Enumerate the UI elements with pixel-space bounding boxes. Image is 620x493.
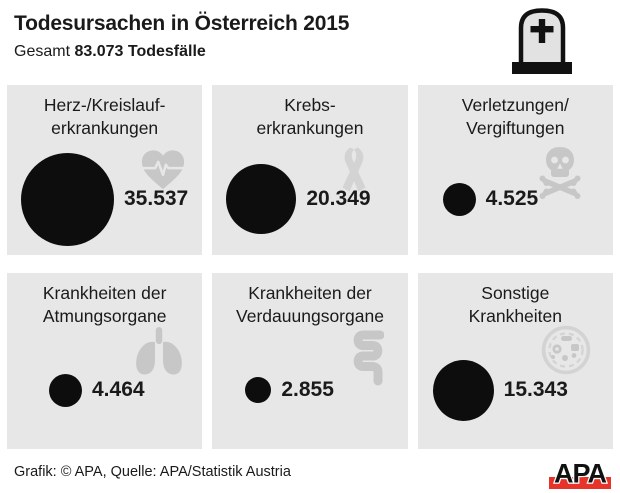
panels-grid: Herz-/Kreislauf- erkrankungen 35.537 Kre… — [7, 85, 613, 449]
value-bubble — [21, 152, 114, 246]
panel-atmungsorgane: Krankheiten der Atmungsorgane 4.464 — [7, 273, 203, 449]
panel-title: Herz-/Kreislauf- erkrankungen — [43, 95, 166, 138]
value-label: 15.343 — [503, 378, 568, 401]
bubble-row: 4.525 — [418, 143, 613, 255]
header: Todesursachen in Österreich 2015 Gesamt … — [0, 0, 620, 85]
value-label: 35.537 — [124, 187, 189, 210]
value-bubble — [49, 373, 82, 407]
awareness-ribbon-icon — [340, 146, 368, 193]
bubble-row: 15.343 — [418, 331, 613, 449]
panel-title: Krankheiten der Verdauungsorgane — [236, 283, 384, 326]
bubble-row: 2.855 — [212, 331, 407, 449]
subtitle: Gesamt 83.073 Todesfälle — [14, 43, 620, 61]
panel-krebs: Krebs- erkrankungen 20.349 — [212, 85, 408, 255]
credit-text: Grafik: © APA, Quelle: APA/Statistik Aus… — [14, 464, 291, 480]
panel-title: Verletzungen/ Vergiftungen — [461, 95, 569, 138]
apa-logo: APA — [548, 455, 612, 490]
heart-pulse-icon — [140, 148, 186, 192]
value-bubble — [226, 164, 297, 234]
intestines-icon — [350, 329, 384, 387]
lungs-icon — [131, 327, 187, 376]
apa-logo-red-bar — [549, 476, 611, 489]
petri-dish-icon — [541, 325, 591, 375]
value-label: 20.349 — [306, 187, 371, 210]
panel-herz-kreislauf: Herz-/Kreislauf- erkrankungen 35.537 — [7, 85, 203, 255]
apa-logo-text: APA — [554, 458, 607, 488]
value-label: 4.464 — [92, 378, 145, 401]
footer: Grafik: © APA, Quelle: APA/Statistik Aus… — [0, 449, 620, 493]
total-deaths-value: 83.073 Todesfälle — [74, 43, 206, 60]
subtitle-prefix: Gesamt — [14, 43, 71, 60]
bubble-row: 4.464 — [7, 331, 202, 449]
value-bubble — [432, 359, 494, 421]
panel-title: Sonstige Krankheiten — [468, 283, 563, 326]
panel-verdauungsorgane: Krankheiten der Verdauungsorgane 2.855 — [212, 273, 408, 449]
value-label: 2.855 — [281, 378, 334, 401]
panel-verletzungen: Verletzungen/ Vergiftungen — [417, 85, 613, 255]
value-bubble — [245, 377, 272, 403]
panel-sonstige: Sonstige Krankheiten — [417, 273, 613, 449]
page-title: Todesursachen in Österreich 2015 — [14, 12, 350, 35]
bubble-row: 20.349 — [212, 143, 407, 255]
tombstone-icon — [506, 6, 578, 74]
value-label: 4.525 — [485, 187, 539, 210]
panel-title: Krankheiten der Atmungsorgane — [42, 283, 167, 326]
value-bubble — [442, 182, 476, 216]
skull-crossbones-icon — [537, 147, 583, 199]
panel-title: Krebs- erkrankungen — [256, 95, 364, 138]
bubble-row: 35.537 — [7, 143, 202, 255]
